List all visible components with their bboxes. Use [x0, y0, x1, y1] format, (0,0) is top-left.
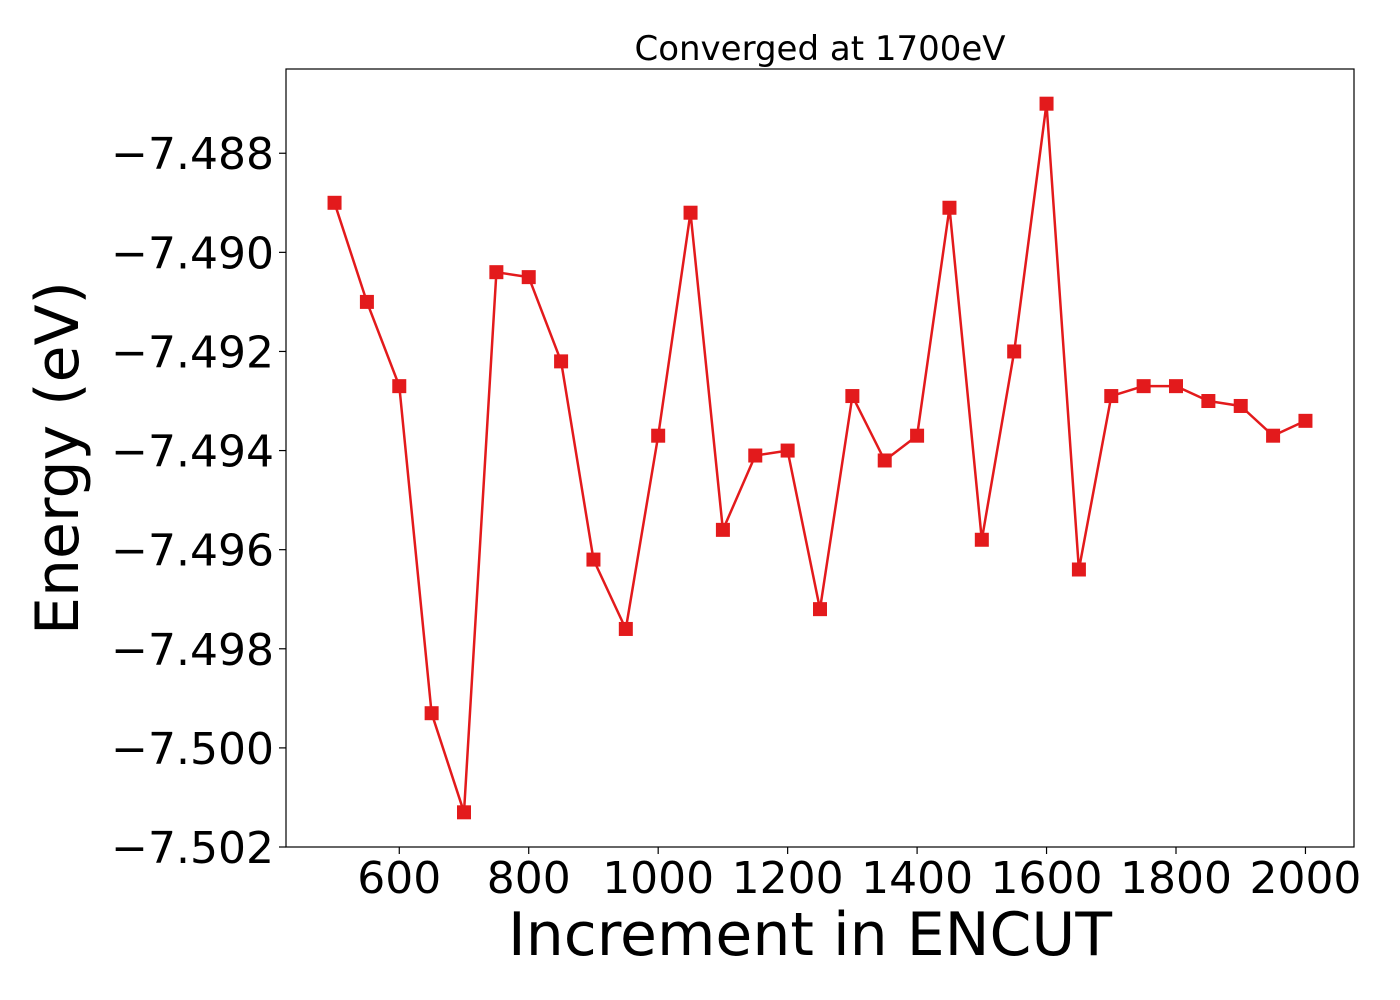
- data-point-marker: [521, 270, 536, 285]
- chart-title: Converged at 1700eV: [634, 29, 1005, 69]
- data-point-marker: [942, 200, 957, 215]
- y-tick-label: −7.494: [111, 427, 274, 478]
- data-point-marker: [359, 294, 374, 309]
- y-tick-label: −7.498: [111, 625, 274, 676]
- x-tick-label: 600: [357, 853, 441, 904]
- data-point-marker: [877, 453, 892, 468]
- y-tick-label: −7.488: [111, 129, 274, 180]
- data-point-marker: [489, 265, 504, 280]
- x-tick-label: 2000: [1249, 853, 1361, 904]
- y-tick-label: −7.492: [111, 327, 274, 378]
- data-point-marker: [1071, 562, 1086, 577]
- energy-series: [327, 96, 1313, 820]
- data-point-marker: [586, 552, 601, 567]
- data-point-marker: [1136, 379, 1151, 394]
- x-axis: 600 800 1000 1200 1400 1600 1800 2000: [357, 847, 1361, 904]
- y-tick-label: −7.500: [111, 724, 274, 775]
- data-point-marker: [715, 522, 730, 537]
- y-axis: −7.488 −7.490 −7.492 −7.494 −7.496 −7.498 −7.5…: [111, 129, 286, 874]
- data-point-marker: [1039, 96, 1054, 111]
- data-point-marker: [457, 805, 471, 820]
- data-point-marker: [974, 532, 989, 547]
- data-point-marker: [554, 354, 569, 369]
- y-tick-label: −7.496: [111, 526, 274, 577]
- data-point-marker: [424, 706, 439, 721]
- x-tick-label: 1400: [861, 853, 973, 904]
- data-point-marker: [780, 443, 795, 458]
- data-point-marker: [651, 428, 666, 443]
- data-point-marker: [618, 621, 633, 636]
- data-point-marker: [1298, 413, 1313, 428]
- x-tick-label: 800: [487, 853, 571, 904]
- x-tick-label: 1600: [991, 853, 1103, 904]
- data-point-marker: [910, 428, 925, 443]
- data-point-marker: [683, 205, 698, 220]
- data-point-marker: [1104, 389, 1119, 404]
- data-point-marker: [1007, 344, 1022, 359]
- y-tick-label: −7.502: [111, 823, 274, 874]
- series-line: [333, 102, 1307, 814]
- data-point-marker: [327, 195, 342, 210]
- data-point-marker: [1169, 379, 1183, 394]
- data-point-marker: [813, 602, 827, 617]
- data-point-marker: [1233, 398, 1248, 413]
- data-point-marker: [1201, 394, 1216, 409]
- data-point-marker: [748, 448, 763, 463]
- plot-area-frame: [285, 68, 1355, 848]
- x-tick-label: 1800: [1120, 853, 1232, 904]
- data-point-marker: [845, 389, 860, 404]
- y-tick-label: −7.490: [111, 228, 274, 279]
- x-tick-label: 1200: [732, 853, 844, 904]
- x-tick-label: 1000: [602, 853, 714, 904]
- x-axis-label: Increment in ENCUT: [508, 900, 1112, 970]
- data-point-marker: [1266, 428, 1281, 443]
- data-point-marker: [392, 379, 407, 394]
- y-axis-label: Energy (eV): [23, 281, 93, 635]
